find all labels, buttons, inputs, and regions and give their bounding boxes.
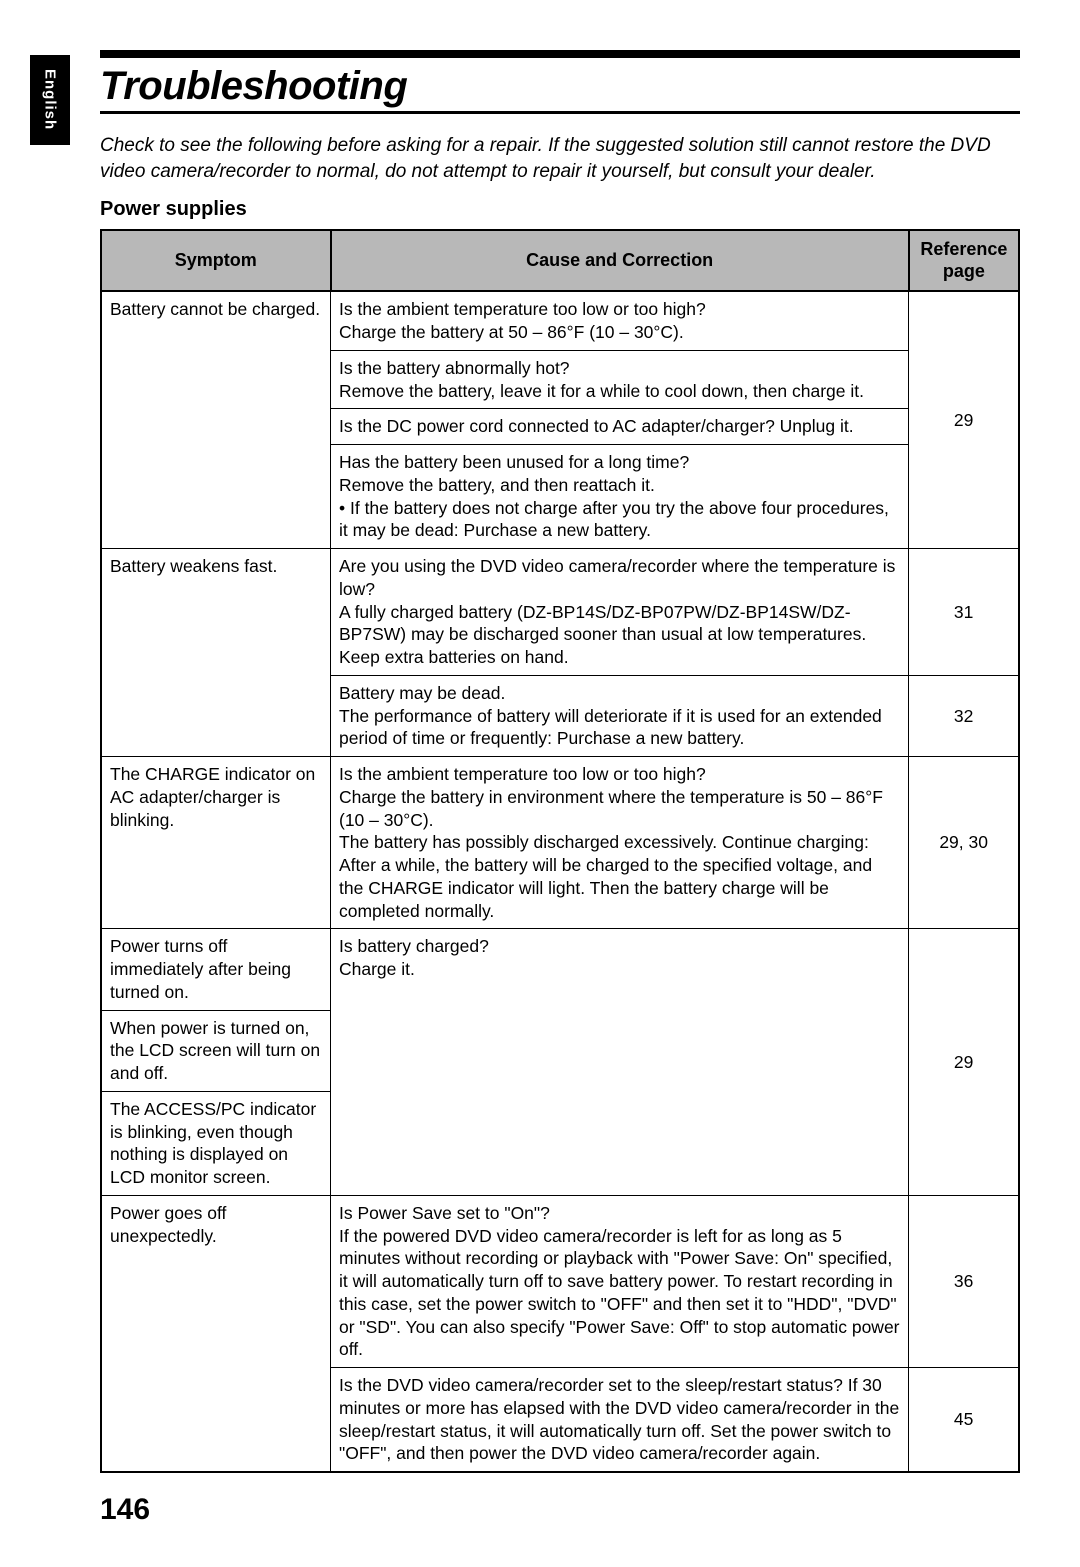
reference-cell: 29 [909,291,1019,548]
cause-cell: Has the battery been unused for a long t… [331,445,909,549]
top-rule [100,50,1020,58]
page-title: Troubleshooting [100,64,1020,109]
language-tab: English [30,55,70,145]
reference-cell: 45 [909,1368,1019,1473]
symptom-cell: Power turns off immediately after being … [101,929,331,1010]
page-number: 146 [100,1493,1020,1527]
cause-cell: Is the DC power cord connected to AC ada… [331,409,909,445]
table-row: The CHARGE indicator on AC adapter/charg… [101,757,1019,929]
reference-cell: 32 [909,675,1019,756]
title-rule [100,111,1020,114]
symptom-cell: When power is turned on, the LCD screen … [101,1010,331,1091]
symptom-cell: The CHARGE indicator on AC adapter/charg… [101,757,331,929]
header-reference: Reference page [909,230,1019,291]
symptom-cell: Battery cannot be charged. [101,291,331,548]
table-row: Power turns off immediately after being … [101,929,1019,1010]
symptom-cell: The ACCESS/PC indicator is blinking, eve… [101,1091,331,1195]
troubleshooting-table: Symptom Cause and Correction Reference p… [100,229,1020,1473]
cause-cell: Is Power Save set to "On"? If the powere… [331,1195,909,1367]
table-header-row: Symptom Cause and Correction Reference p… [101,230,1019,291]
cause-cell: Battery may be dead. The performance of … [331,675,909,756]
header-symptom: Symptom [101,230,331,291]
reference-cell: 29, 30 [909,757,1019,929]
reference-cell: 31 [909,549,1019,676]
intro-text: Check to see the following before asking… [100,133,1020,184]
symptom-cell: Battery weakens fast. [101,549,331,757]
cause-cell: Is the ambient temperature too low or to… [331,291,909,350]
section-subhead: Power supplies [100,198,1020,221]
table-row: Battery cannot be charged. Is the ambien… [101,291,1019,350]
cause-cell: Are you using the DVD video camera/recor… [331,549,909,676]
table-row: Power goes off unexpectedly. Is Power Sa… [101,1195,1019,1367]
reference-cell: 36 [909,1195,1019,1367]
symptom-cell: Power goes off unexpectedly. [101,1195,331,1472]
table-row: Battery weakens fast. Are you using the … [101,549,1019,676]
reference-cell: 29 [909,929,1019,1196]
page: English Troubleshooting Check to see the… [0,0,1080,1567]
cause-cell: Is the battery abnormally hot? Remove th… [331,350,909,409]
header-cause: Cause and Correction [331,230,909,291]
cause-cell: Is the ambient temperature too low or to… [331,757,909,929]
cause-cell: Is the DVD video camera/recorder set to … [331,1368,909,1473]
cause-cell: Is battery charged? Charge it. [331,929,909,1196]
